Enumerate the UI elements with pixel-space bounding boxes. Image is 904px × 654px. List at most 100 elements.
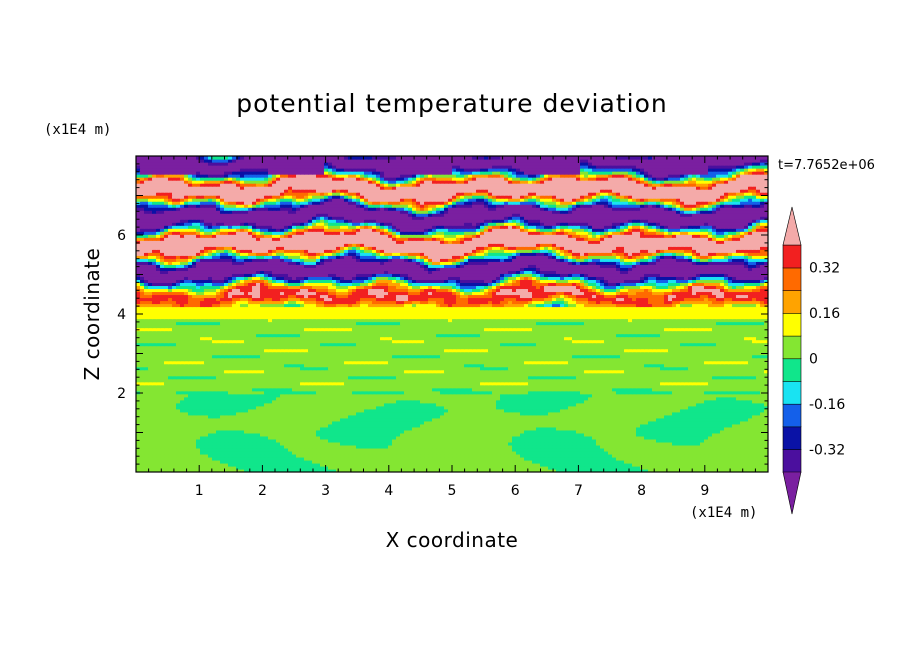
field-cell <box>276 381 281 386</box>
field-cell <box>368 408 373 413</box>
field-cell <box>524 384 529 389</box>
field-cell <box>208 399 213 404</box>
field-cell <box>268 378 273 383</box>
field-cell <box>256 432 261 437</box>
field-cell <box>196 453 201 458</box>
field-cell <box>684 453 689 458</box>
field-cell <box>368 381 373 386</box>
field-cell <box>240 447 245 452</box>
field-cell <box>336 435 341 440</box>
field-cell <box>616 414 621 419</box>
field-cell <box>400 408 405 413</box>
field-cell <box>456 426 461 431</box>
field-cell <box>396 426 401 431</box>
field-cell <box>200 462 205 467</box>
field-cell <box>336 417 341 422</box>
field-cell <box>240 426 245 431</box>
field-cell <box>424 381 429 386</box>
field-cell <box>208 441 213 446</box>
field-cell <box>712 423 717 428</box>
field-cell <box>508 390 513 395</box>
field-cell <box>736 450 741 455</box>
field-cell <box>292 378 297 383</box>
field-cell <box>348 447 353 452</box>
field-cell <box>200 384 205 389</box>
field-cell <box>756 447 761 452</box>
field-cell <box>256 390 261 395</box>
field-cell <box>452 429 457 434</box>
field-cell <box>420 435 425 440</box>
field-cell <box>548 438 553 443</box>
field-cell <box>300 405 305 410</box>
field-cell <box>468 453 473 458</box>
field-cell <box>356 459 361 464</box>
field-cell <box>304 399 309 404</box>
field-cell <box>628 393 633 398</box>
field-cell <box>660 429 665 434</box>
field-cell <box>328 414 333 419</box>
field-cell <box>344 444 349 449</box>
field-cell <box>640 429 645 434</box>
field-cell <box>228 444 233 449</box>
field-cell <box>692 438 697 443</box>
field-cell <box>524 450 529 455</box>
field-cell <box>164 387 169 392</box>
field-cell <box>400 417 405 422</box>
field-cell <box>548 426 553 431</box>
field-cell <box>220 420 225 425</box>
field-cell <box>140 462 145 467</box>
field-cell <box>204 447 209 452</box>
field-cell <box>456 468 461 472</box>
field-cell <box>368 465 373 470</box>
field-cell <box>288 423 293 428</box>
field-cell <box>324 459 329 464</box>
field-cell <box>680 390 685 395</box>
field-cell <box>456 432 461 437</box>
field-cell <box>196 435 201 440</box>
field-cell <box>188 381 193 386</box>
field-cell <box>492 393 497 398</box>
field-cell <box>576 384 581 389</box>
field-cell <box>692 465 697 470</box>
field-cell <box>612 465 617 470</box>
field-cell <box>736 381 741 386</box>
field-cell <box>716 411 721 416</box>
field-cell <box>732 441 737 446</box>
field-cell <box>660 417 665 422</box>
field-cell <box>676 399 681 404</box>
field-cell <box>484 375 489 380</box>
field-cell <box>652 444 657 449</box>
field-cell <box>720 450 725 455</box>
field-cell <box>368 420 373 425</box>
field-cell <box>412 381 417 386</box>
field-cell <box>736 444 741 449</box>
field-cell <box>760 396 765 401</box>
field-cell <box>656 456 661 461</box>
field-cell <box>220 381 225 386</box>
field-cell <box>656 429 661 434</box>
field-cell <box>284 411 289 416</box>
field-cell <box>560 450 565 455</box>
field-cell <box>168 381 173 386</box>
field-cell <box>588 447 593 452</box>
field-cell <box>392 447 397 452</box>
field-cell <box>756 450 761 455</box>
field-cell <box>408 381 413 386</box>
field-cell <box>564 417 569 422</box>
field-cell <box>740 432 745 437</box>
field-cell <box>240 456 245 461</box>
field-cell <box>656 420 661 425</box>
field-cell <box>156 402 161 407</box>
field-cell <box>268 450 273 455</box>
field-cell <box>480 426 485 431</box>
field-cell <box>684 393 689 398</box>
field-cell <box>420 387 425 392</box>
field-cell <box>152 384 157 389</box>
field-cell <box>524 402 529 407</box>
field-cell <box>416 450 421 455</box>
field-cell <box>672 444 677 449</box>
field-cell <box>372 426 377 431</box>
field-cell <box>212 396 217 401</box>
field-cell <box>732 417 737 422</box>
field-cell <box>200 396 205 401</box>
